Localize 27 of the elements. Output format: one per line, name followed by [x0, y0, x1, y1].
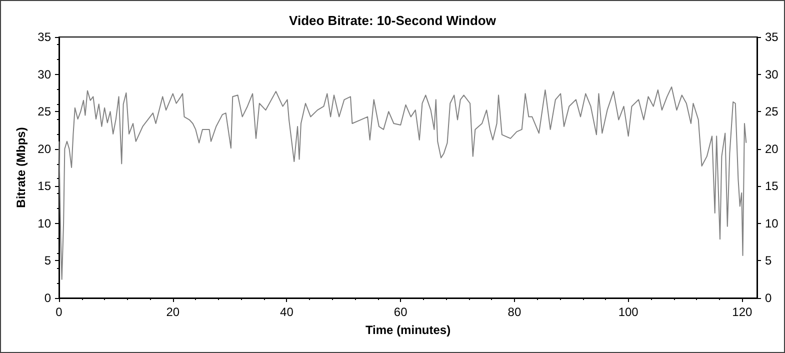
y2-tick-label: 15 [765, 179, 779, 194]
y-tick-label: 20 [38, 142, 52, 156]
y2-tick-label: 25 [765, 104, 779, 119]
x-tick-label: 60 [394, 305, 408, 319]
chart-title: Video Bitrate: 10-Second Window [289, 13, 497, 28]
x-tick-label: 20 [166, 305, 180, 319]
x-tick-label: 100 [618, 305, 639, 319]
y-tick-label: 10 [38, 216, 52, 230]
x-tick-label: 80 [508, 305, 522, 319]
y-axis-title: Bitrate (Mbps) [14, 127, 28, 208]
y2-tick-label: 35 [765, 30, 779, 44]
y2-tick-label: 30 [765, 67, 779, 82]
y2-tick-label: 20 [765, 142, 779, 156]
x-tick-label: 120 [732, 305, 753, 319]
x-tick-label: 40 [280, 305, 294, 319]
y2-tick-label: 10 [765, 216, 779, 230]
y-tick-label: 0 [44, 291, 52, 305]
line-series [58, 86, 747, 280]
y-tick-label: 35 [38, 30, 52, 44]
y-tick-label: 5 [44, 254, 52, 268]
y-tick-label: 30 [38, 67, 52, 82]
y2-tick-label: 5 [765, 254, 772, 268]
y2-tick-label: 0 [765, 291, 772, 305]
x-axis-title: Time (minutes) [365, 323, 451, 337]
y-tick-label: 25 [38, 104, 52, 119]
y-tick-label: 15 [38, 179, 52, 194]
x-tick-label: 0 [56, 305, 63, 319]
